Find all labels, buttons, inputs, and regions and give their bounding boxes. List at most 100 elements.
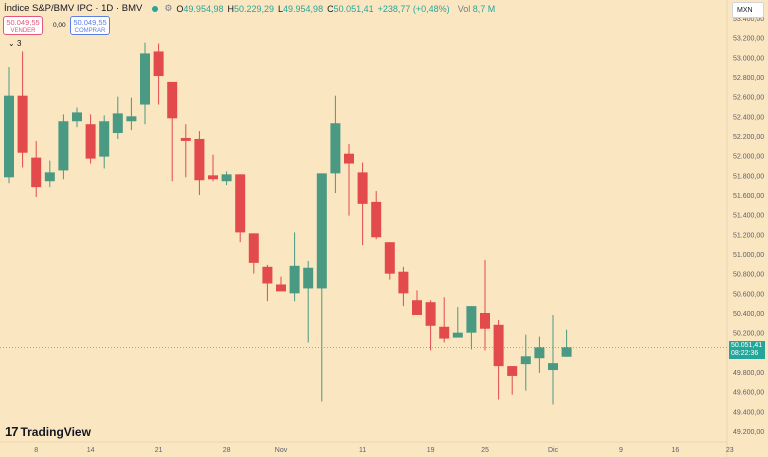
candle-body [548,363,558,371]
candle-body [384,242,395,274]
current-price-value: 50.051,41 [731,342,763,350]
candle-body [316,173,327,289]
candle-body [412,300,422,315]
tradingview-logo[interactable]: 17 TradingView [5,424,91,439]
y-tick-label: 51.800,00 [733,173,764,180]
y-tick-label: 52.400,00 [733,114,764,121]
candle-body [58,121,69,171]
y-tick-label: 50.400,00 [733,311,764,318]
candle [303,260,314,343]
candle [167,81,178,182]
candle [344,143,354,216]
candle-body [180,137,191,141]
candle-body [17,95,28,153]
buy-price: 50.049,55 [73,18,107,27]
candle-body [31,157,42,188]
candle-body [262,266,273,284]
candle [31,140,42,197]
candle-body [235,174,246,233]
candle [85,114,96,164]
candle [466,306,477,350]
candle [452,307,463,338]
candle-body [507,366,518,376]
symbol-header: Índice S&P/BMV IPC · 1D · BMV ⚙ O49.954,… [4,3,495,14]
tradingview-logo-text: TradingView [20,424,91,439]
candle-body [208,175,218,180]
chevron-down-icon: ⌄ [8,39,15,48]
indicator-count: 3 [16,39,22,48]
candle-body [72,112,82,122]
candle [140,42,150,125]
candle-body [534,347,545,359]
x-tick-label: 25 [481,447,489,454]
candle [180,124,191,178]
time-axis: 8 14 21 28 Nov 11 19 25 Dic 9 16 23 [34,447,734,454]
y-tick-label: 51.400,00 [733,213,764,220]
candle [357,162,368,246]
ohlc-low: L49.954,98 [278,3,324,14]
candle [384,242,395,280]
candle-body [194,138,205,181]
settings-gear-icon[interactable]: ⚙ [164,3,173,13]
candle-body [167,81,178,119]
y-tick-label: 52.000,00 [733,154,764,161]
candle-body [153,51,164,77]
ohlc-high: H50.229,29 [227,3,275,14]
candle [248,233,259,274]
current-price-label: 50.051,41 08:22:36 [729,341,765,360]
indicators-toggle[interactable]: ⌄ 3 [8,39,21,48]
grid [0,0,728,457]
candle [493,319,504,400]
market-status-dot [152,5,159,12]
symbol-title[interactable]: Índice S&P/BMV IPC · 1D · BMV [4,3,143,14]
x-tick-label: 14 [87,447,95,454]
y-tick-label: 50.200,00 [733,331,764,338]
sell-price: 50.049,55 [6,18,40,27]
candle [262,264,273,302]
candle [221,171,232,186]
candle [58,114,69,180]
y-tick-label: 53.400,00 [733,16,764,23]
candle-body [85,124,96,159]
candle [44,160,55,188]
candle-body [112,113,123,134]
candle-body [99,121,110,157]
candle-body [425,302,436,326]
candle-body [466,306,477,333]
y-tick-label: 49.600,00 [733,390,764,397]
candle-body [439,326,450,339]
buy-button[interactable]: 50.049,55 COMPRAR [70,16,110,35]
x-tick-label: 21 [155,447,163,454]
sell-label: VENDER [10,28,36,34]
y-tick-label: 51.000,00 [733,252,764,259]
y-tick-label: 52.800,00 [733,75,764,82]
candle [4,67,14,184]
candle [112,96,123,139]
x-tick-label: 28 [223,447,231,454]
candle [548,314,558,405]
candle [371,191,382,240]
y-tick-label: 53.000,00 [733,55,764,62]
y-tick-label: 50.800,00 [733,272,764,279]
x-tick-label: Dic [548,447,559,454]
candle [480,259,490,351]
buy-label: COMPRAR [74,28,106,34]
candle [507,366,518,395]
candle-body [140,53,150,105]
candle [520,334,531,391]
x-tick-label: 23 [726,447,734,454]
candle [72,107,82,128]
candle [17,51,28,168]
y-tick-label: 52.200,00 [733,134,764,141]
y-tick-label: 52.600,00 [733,95,764,102]
sell-button[interactable]: 50.049,55 VENDER [3,16,43,35]
candle [99,115,110,169]
candle-body [248,233,259,263]
price-axis: 49.200,00 49.400,00 49.600,00 49.800,00 50.0… [733,16,764,436]
candle-body [398,271,409,294]
candle-body [126,116,137,122]
currency-selector[interactable]: MXN [732,2,764,18]
candle-body [371,201,382,238]
candle [534,336,545,373]
